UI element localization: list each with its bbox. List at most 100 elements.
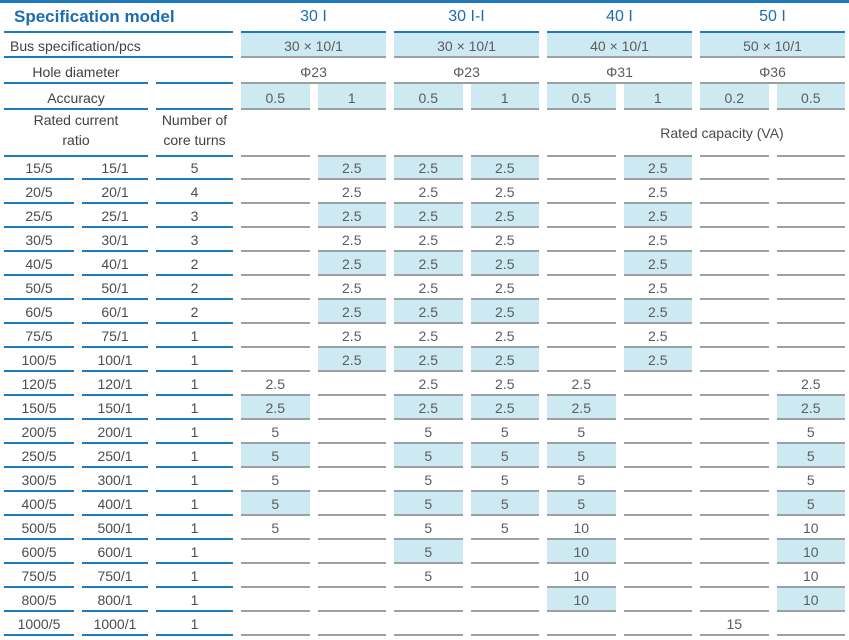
capacity-value-cell: 2.5 [317,180,386,204]
capacity-value-cell: 2.5 [623,228,692,252]
table-row: 120/5 120/1 1 2.5 2.5 2.5 2.5 2.5 [0,372,849,396]
ratio-primary-cell: 800/5 [4,588,74,612]
capacity-value-cell [317,396,386,420]
capacity-value-cell: 5 [394,516,463,540]
capacity-value-cell: 5 [470,492,539,516]
ratio-secondary-cell: 75/1 [82,324,148,348]
table-row: 30/5 30/1 3 2.5 2.5 2.5 2.5 [0,228,849,252]
model-header-40I: 40 I [547,3,692,33]
capacity-value-cell [700,516,769,540]
capacity-value-cell [700,372,769,396]
ratio-secondary-cell: 15/1 [82,156,148,180]
blank-header-cell [776,110,845,157]
capacity-value-cell [776,204,845,228]
accuracy-row: Accuracy 0.5 1 0.5 1 0.5 1 0.2 0.5 [0,84,849,110]
capacity-value-cell [317,420,386,444]
capacity-value-cell [776,300,845,324]
capacity-value-cell: 5 [394,468,463,492]
capacity-value-cell: 5 [470,468,539,492]
capacity-value-cell: 10 [776,516,845,540]
capacity-value-cell [776,252,845,276]
table-row: 400/5 400/1 1 5 5 5 5 5 [0,492,849,516]
ratio-secondary-cell: 30/1 [82,228,148,252]
capacity-value-cell: 2.5 [623,276,692,300]
capacity-value-cell: 10 [776,564,845,588]
rated-current-ratio-header: Rated current ratio [4,110,148,157]
core-turns-cell: 1 [156,372,233,396]
capacity-value-cell: 15 [700,612,769,636]
core-turns-cell: 1 [156,540,233,564]
capacity-value-cell: 5 [241,492,310,516]
capacity-value-cell: 5 [547,492,616,516]
capacity-value-cell: 5 [241,468,310,492]
capacity-value-cell [700,228,769,252]
capacity-value-cell: 2.5 [241,372,310,396]
core-turns-cell: 1 [156,324,233,348]
capacity-value-cell [317,492,386,516]
capacity-value-cell: 2.5 [241,396,310,420]
ratio-primary-cell: 1000/5 [4,612,74,636]
capacity-value-cell [700,252,769,276]
capacity-value-cell [700,444,769,468]
ratio-primary-cell: 150/5 [4,396,74,420]
blank-header-cell [547,110,616,157]
ratio-secondary-cell: 600/1 [82,540,148,564]
capacity-value-cell: 2.5 [317,324,386,348]
table-row: 750/5 750/1 1 5 10 10 [0,564,849,588]
ratio-secondary-cell: 250/1 [82,444,148,468]
capacity-value-cell: 5 [241,420,310,444]
ratio-primary-cell: 30/5 [4,228,74,252]
core-turns-cell: 4 [156,180,233,204]
capacity-value-cell: 2.5 [470,396,539,420]
capacity-value-cell: 10 [776,540,845,564]
capacity-value-cell: 2.5 [394,396,463,420]
core-turns-cell: 1 [156,612,233,636]
capacity-value-cell: 5 [394,564,463,588]
core-turns-cell: 3 [156,228,233,252]
capacity-value-cell [470,612,539,636]
capacity-value-cell [776,228,845,252]
rated-current-ratio-line2: ratio [62,132,90,149]
table-row: 60/5 60/1 2 2.5 2.5 2.5 2.5 [0,300,849,324]
capacity-value-cell [241,228,310,252]
capacity-value-cell: 2.5 [776,372,845,396]
capacity-value-cell [700,348,769,372]
capacity-value-cell [394,588,463,612]
table-row: 500/5 500/1 1 5 5 5 10 10 [0,516,849,540]
core-turns-cell: 2 [156,252,233,276]
capacity-value-cell: 2.5 [394,252,463,276]
hole-diameter-value: Φ36 [700,58,845,84]
capacity-value-cell [317,612,386,636]
capacity-value-cell [547,204,616,228]
capacity-value-cell [394,612,463,636]
ratio-secondary-cell: 750/1 [82,564,148,588]
hole-diameter-row: Hole diameter Φ23 Φ23 Φ31 Φ36 [0,58,849,84]
table-row: 15/5 15/1 5 2.5 2.5 2.5 2.5 [0,156,849,180]
ratio-primary-cell: 20/5 [4,180,74,204]
capacity-value-cell [700,324,769,348]
table-row: 25/5 25/1 3 2.5 2.5 2.5 2.5 [0,204,849,228]
capacity-value-cell [317,372,386,396]
capacity-value-cell [700,540,769,564]
capacity-value-cell: 5 [241,516,310,540]
capacity-value-cell: 5 [394,444,463,468]
capacity-value-cell: 5 [470,420,539,444]
ratio-secondary-cell: 1000/1 [82,612,148,636]
capacity-value-cell [776,276,845,300]
core-turns-header: Number of core turns [156,110,233,157]
accuracy-label: Accuracy [4,84,148,110]
capacity-value-cell: 10 [547,564,616,588]
capacity-value-cell: 10 [547,540,616,564]
ratio-primary-cell: 250/5 [4,444,74,468]
capacity-value-cell [547,228,616,252]
ratio-primary-cell: 60/5 [4,300,74,324]
capacity-value-cell [700,564,769,588]
column-headers-row: Rated current ratio Number of core turns… [0,110,849,157]
capacity-value-cell [241,300,310,324]
capacity-value-cell [776,348,845,372]
capacity-value-cell [776,156,845,180]
ratio-secondary-cell: 50/1 [82,276,148,300]
ratio-secondary-cell: 25/1 [82,204,148,228]
capacity-value-cell [547,156,616,180]
